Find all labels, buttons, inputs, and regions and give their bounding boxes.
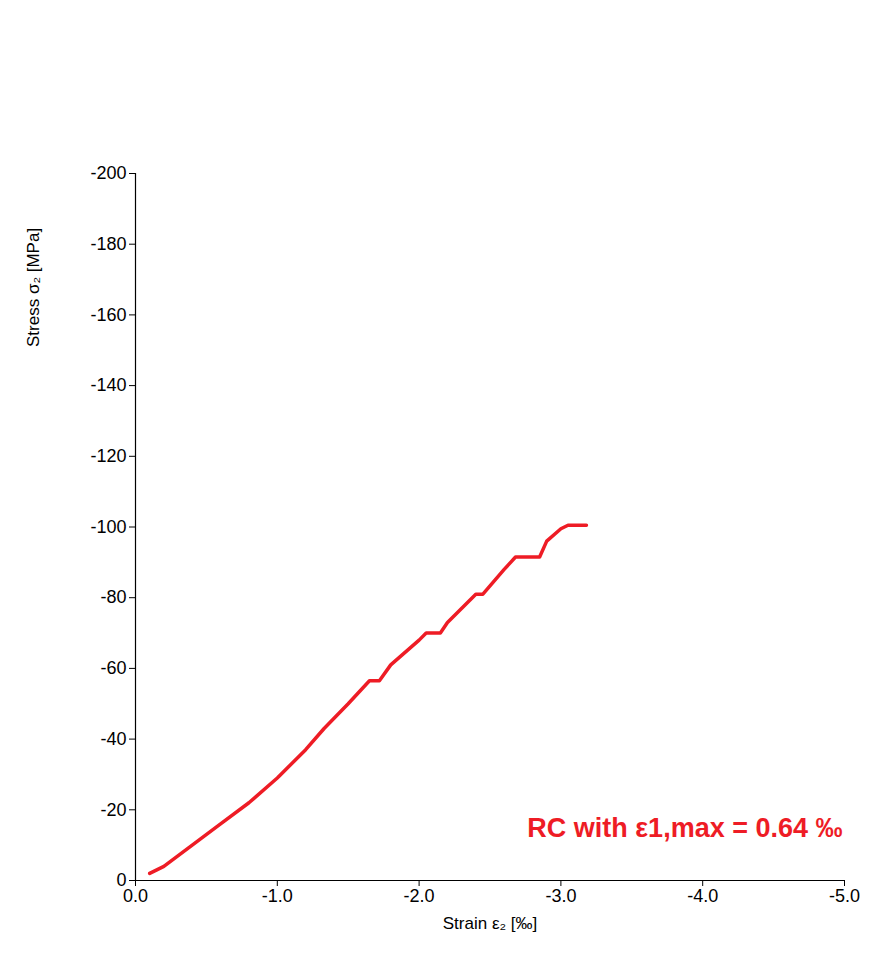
svg-text:-2.0: -2.0 bbox=[404, 886, 435, 906]
svg-text:-180: -180 bbox=[90, 234, 126, 254]
svg-text:-100: -100 bbox=[90, 517, 126, 537]
svg-text:-140: -140 bbox=[90, 375, 126, 395]
svg-text:-1.0: -1.0 bbox=[262, 886, 293, 906]
svg-text:-200: -200 bbox=[90, 163, 126, 183]
svg-text:-5.0: -5.0 bbox=[829, 886, 860, 906]
svg-text:0: 0 bbox=[116, 870, 126, 890]
svg-text:-4.0: -4.0 bbox=[687, 886, 718, 906]
svg-text:-80: -80 bbox=[100, 587, 126, 607]
svg-text:Stress σ₂ [MPa]: Stress σ₂ [MPa] bbox=[24, 228, 43, 347]
svg-text:-3.0: -3.0 bbox=[545, 886, 576, 906]
svg-text:RC with ε1,max = 0.64 ‰: RC with ε1,max = 0.64 ‰ bbox=[527, 813, 842, 843]
svg-text:-20: -20 bbox=[100, 800, 126, 820]
svg-text:-160: -160 bbox=[90, 305, 126, 325]
svg-text:Strain ε₂ [‰]: Strain ε₂ [‰] bbox=[443, 914, 537, 933]
svg-text:-60: -60 bbox=[100, 658, 126, 678]
svg-text:-40: -40 bbox=[100, 729, 126, 749]
svg-text:0.0: 0.0 bbox=[123, 886, 148, 906]
svg-text:-120: -120 bbox=[90, 446, 126, 466]
